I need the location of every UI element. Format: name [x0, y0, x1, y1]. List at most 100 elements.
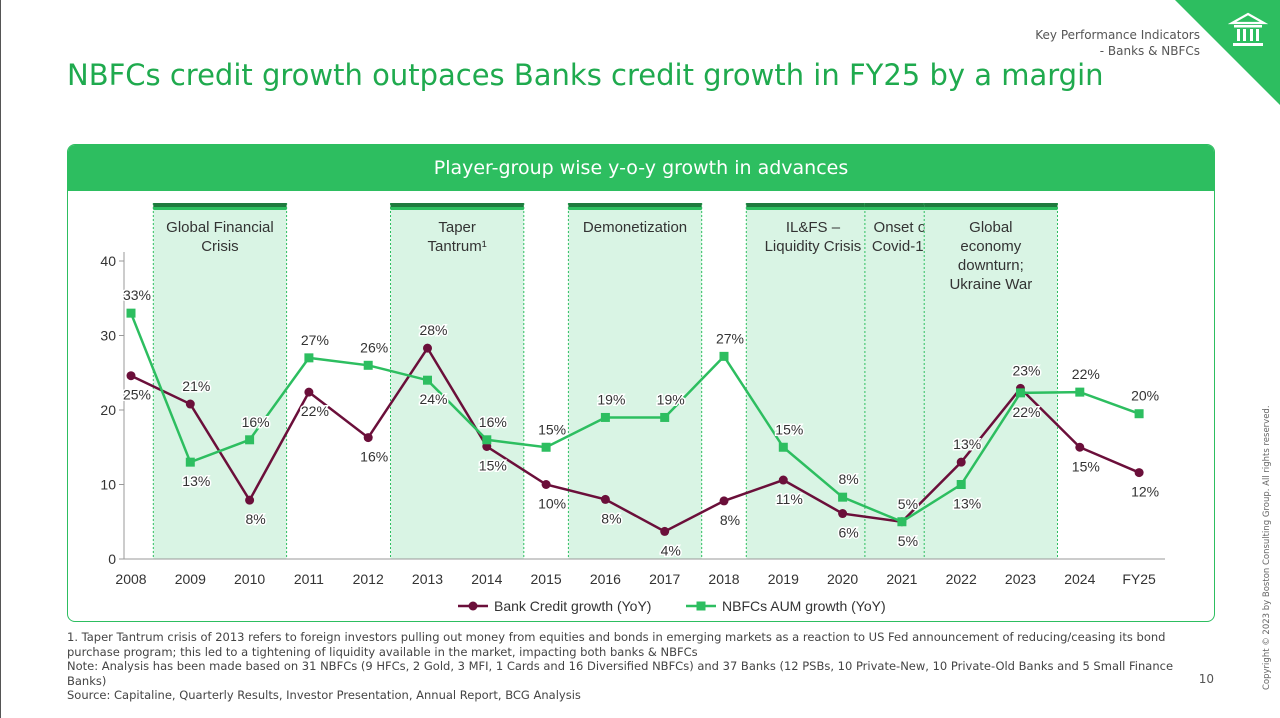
nbfc-aum-label: 5%	[898, 533, 918, 549]
annotation-band-fill	[924, 203, 1058, 559]
bank-credit-point	[1075, 442, 1085, 452]
source-note: Source: Capitaline, Quarterly Results, I…	[67, 688, 581, 702]
x-tick-label: 2018	[708, 571, 739, 587]
annotation-band-top	[153, 203, 287, 207]
x-tick-label: 2022	[946, 571, 977, 587]
annotation-label: Global economy downturn; Ukraine War	[949, 219, 1032, 293]
bank-credit-point	[304, 387, 314, 397]
nbfc-aum-point	[423, 375, 432, 385]
nbfc-aum-label: 16%	[242, 414, 270, 430]
nbfc-aum-line	[129, 312, 1140, 524]
annotation-label: Global Financial Crisis	[166, 219, 274, 255]
legend-bank-marker	[468, 601, 478, 611]
legend-bank-label: Bank Credit growth (YoY)	[494, 598, 651, 614]
footnotes: 1. Taper Tantrum crisis of 2013 refers t…	[67, 630, 1207, 703]
bank-credit-label: 23%	[1012, 362, 1040, 378]
bank-credit-label: 15%	[1072, 458, 1100, 474]
section-label: Key Performance Indicators - Banks & NBF…	[1035, 27, 1200, 59]
bank-credit-point	[1134, 468, 1144, 478]
y-tick-label: 0	[108, 551, 116, 567]
annotation-band-top	[864, 207, 939, 210]
nbfc-aum-point	[363, 360, 373, 370]
nbfc-aum-label: 26%	[360, 339, 388, 355]
nbfc-aum-point	[778, 442, 788, 452]
y-tick-label: 10	[100, 477, 116, 493]
nbfc-aum-label: 15%	[775, 421, 803, 437]
legend-nbfc-label: NBFCs AUM growth (YoY)	[722, 598, 886, 614]
annotation-band-top	[568, 207, 702, 210]
bank-credit-label: 8%	[245, 511, 265, 527]
x-tick-label: 2008	[115, 571, 146, 587]
annotation-band: IL&FS – Liquidity Crisis	[745, 203, 881, 559]
legend-nbfc-marker	[696, 601, 706, 611]
bank-credit-point	[363, 433, 373, 443]
nbfc-aum-point	[1134, 409, 1144, 419]
bank-building-icon	[1228, 12, 1268, 46]
nbfc-aum-label: 16%	[479, 414, 507, 430]
x-tick-label: 2023	[1005, 571, 1036, 587]
x-tick-label: 2011	[294, 571, 324, 587]
nbfc-aum-label: 20%	[1131, 388, 1159, 404]
annotation-band-fill	[390, 203, 524, 559]
page-number: 10	[1198, 672, 1214, 686]
annotation-band: Global Financial Crisis	[152, 203, 288, 559]
annotation-band: Global economy downturn; Ukraine War	[923, 203, 1058, 559]
nbfc-aum-point	[660, 412, 670, 422]
nbfc-aum-point	[897, 517, 907, 527]
nbfc-aum-label: 8%	[838, 471, 858, 487]
section-label-line2: - Banks & NBFCs	[1099, 44, 1200, 58]
x-tick-label: 2013	[412, 571, 443, 587]
bank-credit-point	[245, 495, 255, 505]
x-tick-label: 2010	[234, 571, 265, 587]
bank-credit-point	[660, 526, 670, 536]
nbfc-aum-label: 22%	[1072, 366, 1100, 382]
annotation-label: Onset of Covid-19	[872, 219, 932, 255]
copyright: Copyright © 2023 by Boston Consulting Gr…	[1262, 405, 1272, 690]
nbfc-aum-point	[600, 412, 610, 422]
annotation-band-top	[568, 203, 702, 207]
y-tick-label: 20	[100, 402, 116, 418]
bank-credit-label: 8%	[720, 512, 740, 528]
nbfc-aum-label: 27%	[716, 330, 744, 346]
bank-credit-point	[423, 343, 432, 353]
annotation-band-top	[924, 203, 1058, 207]
x-tick-label: 2024	[1064, 571, 1095, 587]
nbfc-aum-point	[245, 435, 255, 445]
annotation-label: IL&FS – Liquidity Crisis	[765, 219, 862, 255]
bank-credit-point	[838, 509, 848, 519]
x-tick-label: 2015	[531, 571, 562, 587]
bank-credit-label: 6%	[838, 525, 858, 541]
bank-credit-label: 22%	[301, 403, 329, 419]
bank-credit-label: 15%	[479, 458, 507, 474]
bank-credit-line	[130, 345, 1140, 533]
nbfc-aum-label: 19%	[657, 391, 685, 407]
bank-credit-point	[126, 371, 136, 381]
nbfc-aum-point	[482, 435, 492, 445]
x-tick-label: 2021	[886, 571, 917, 587]
annotation-band-top	[864, 203, 939, 207]
x-tick-label: 2012	[353, 571, 384, 587]
bank-credit-label: 12%	[1131, 484, 1159, 500]
legend: Bank Credit growth (YoY) NBFCs AUM growth…	[458, 598, 886, 614]
nbfc-aum-point	[126, 308, 136, 318]
annotation-label: Taper Tantrum¹	[428, 219, 487, 255]
y-tick-label: 40	[100, 253, 116, 269]
bank-credit-point	[956, 457, 966, 467]
nbfc-aum-label: 13%	[953, 496, 981, 512]
nbfc-aum-label: 13%	[182, 473, 210, 489]
nbfc-aum-label: 19%	[597, 391, 625, 407]
nbfc-aum-label: 27%	[301, 332, 329, 348]
x-tick-label: FY25	[1122, 571, 1156, 587]
x-tick-label: 2020	[827, 571, 858, 587]
bank-credit-label: 10%	[538, 496, 566, 512]
annotation-label: Demonetization	[583, 219, 687, 236]
nbfc-aum-point	[956, 480, 966, 489]
x-tick-label: 2014	[471, 571, 502, 587]
corner-badge	[1175, 0, 1280, 105]
annotation-band: Taper Tantrum¹	[390, 203, 525, 559]
nbfc-aum-point	[185, 457, 195, 467]
annotation-band-top	[390, 203, 524, 207]
bank-credit-point	[719, 496, 729, 506]
bank-credit-label: 11%	[776, 491, 803, 507]
bank-credit-label: 5%	[898, 496, 918, 512]
